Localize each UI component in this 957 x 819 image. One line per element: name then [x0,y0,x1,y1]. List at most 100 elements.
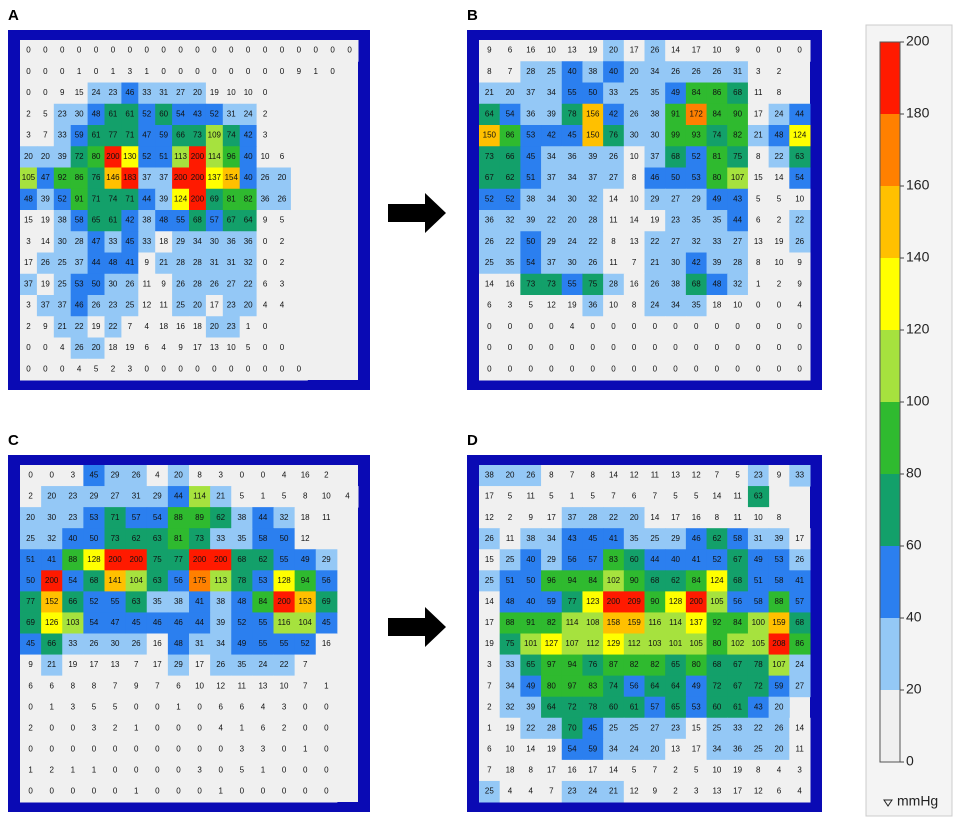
cell-value: 8 [777,513,782,522]
cell-value: 9 [134,681,139,690]
cell [104,295,122,317]
cell-value: 60 [609,702,618,711]
cell-value: 32 [244,258,253,267]
cell [121,40,139,62]
cell-value: 84 [258,597,267,606]
cell-value: 14 [485,597,494,606]
cell [747,40,770,62]
cell-value: 59 [159,131,168,140]
cell [685,210,708,232]
cell-value: 30 [568,258,577,267]
cell [167,612,190,634]
cell [53,167,72,190]
cell-value: 0 [528,343,533,352]
cell [561,465,583,487]
cell [189,738,211,761]
cell-value: 0 [508,322,513,331]
cell [87,125,105,147]
cell [189,549,211,571]
cell-value: 29 [692,194,701,203]
cell [104,358,122,381]
cell-value: 0 [756,322,761,331]
cell [125,465,148,487]
cell [125,759,148,782]
cell [603,486,625,508]
cell-value: 35 [506,258,515,267]
cell-value: 25 [630,88,639,97]
cell [768,146,790,168]
cell [20,780,42,803]
cell-value: 37 [58,301,67,310]
cell [623,146,645,168]
cell-value: 31 [733,67,742,76]
cell [104,252,122,275]
cell-value: 0 [92,744,97,753]
cell [273,465,296,487]
cell [479,780,501,803]
cell-value: 57 [588,555,597,564]
cell-value: 14 [41,237,50,246]
cell [104,61,122,83]
cell-value: 47 [92,237,101,246]
cell-value: 3 [282,702,287,711]
cell-value: 56 [174,576,183,585]
cell-value: 88 [174,513,183,522]
cell-value: 46 [153,618,162,627]
cell [623,210,645,232]
cell-value: 2 [28,492,33,501]
cell [561,759,583,782]
cell-value: 26 [125,279,134,288]
cell [273,675,296,698]
cell-value: 22 [754,723,763,732]
cell [479,252,501,275]
cell [231,633,253,656]
cell-value: 21 [216,492,225,501]
cell-value: 200 [193,555,207,564]
cell [706,465,728,487]
cell-value: 38 [650,109,659,118]
cell-value: 17 [89,660,98,669]
cell-value: 27 [176,88,185,97]
cell [239,103,258,126]
cell-value: 103 [648,639,662,648]
cell [665,103,687,126]
cell-value: 37 [547,173,556,182]
cell [479,549,501,571]
cell-value: 20 [24,152,33,161]
cell-value: 10 [195,681,204,690]
cell-value: 0 [632,343,637,352]
cell [541,654,563,677]
cell-value: 1 [303,744,308,753]
cell-value: 5 [694,492,699,501]
cell [62,738,84,761]
cell-value: 91 [75,194,84,203]
cell-value: 7 [303,681,308,690]
cell-value: 73 [195,534,204,543]
cell-value: 22 [609,513,618,522]
cell [20,40,38,62]
cell [665,210,687,232]
cell [541,188,563,211]
cell [706,570,728,592]
cell-value: 28 [193,258,202,267]
cell [706,759,728,782]
cell-value: 11 [733,513,742,522]
colorbar-unit: mmHg [897,793,938,809]
cell [685,717,708,740]
cell-value: 48 [159,216,168,225]
cell [239,273,258,296]
cell [479,570,501,592]
cell [541,633,563,656]
cell-value: 16 [630,279,639,288]
cell-value: 0 [330,46,335,55]
cell-value: 20 [568,216,577,225]
cell-value: 65 [671,702,680,711]
cell [239,337,258,360]
cell [273,717,296,740]
cell-value: 34 [568,173,577,182]
cell-value: 96 [227,152,236,161]
cell-value: 1 [71,766,76,775]
cell [189,125,207,147]
cell [20,125,38,147]
cell [104,82,122,105]
